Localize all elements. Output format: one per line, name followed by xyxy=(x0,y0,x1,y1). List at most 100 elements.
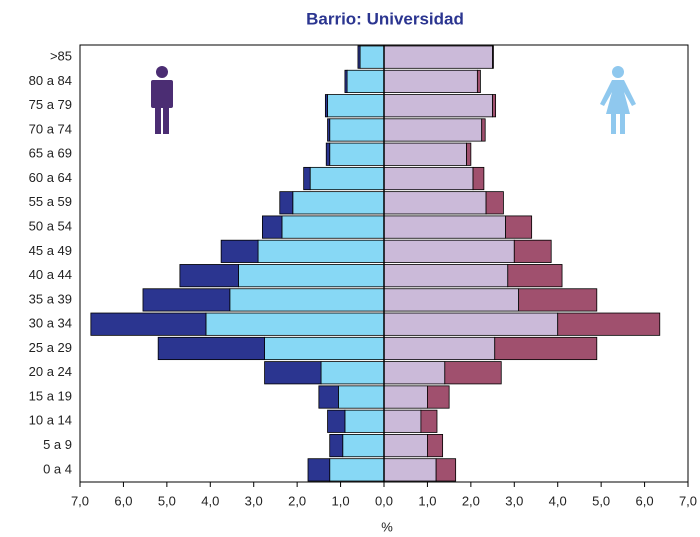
bar xyxy=(309,166,385,191)
bar xyxy=(342,434,385,458)
bar xyxy=(420,409,438,433)
bar xyxy=(518,288,598,312)
bar xyxy=(205,312,385,336)
y-tick-label: 55 a 59 xyxy=(29,194,72,209)
bar xyxy=(505,215,533,239)
bar xyxy=(325,142,331,166)
bar xyxy=(279,191,294,215)
x-tick-label: 0,0 xyxy=(375,493,393,508)
y-tick-label: >85 xyxy=(50,49,72,64)
bar xyxy=(318,385,339,409)
bar xyxy=(327,118,331,142)
x-tick-label: 4,0 xyxy=(201,493,219,508)
x-tick-label: 1,0 xyxy=(418,493,436,508)
x-tick-label: 5,0 xyxy=(158,493,176,508)
x-tick-label: 4,0 xyxy=(549,493,567,508)
bar xyxy=(261,215,283,239)
bar xyxy=(383,409,422,433)
bar xyxy=(481,118,486,142)
bar xyxy=(485,191,504,215)
chart-title: Barrio: Universidad xyxy=(306,9,464,28)
bar xyxy=(320,361,385,385)
bar xyxy=(383,312,559,336)
bar xyxy=(383,94,493,118)
bar xyxy=(327,94,385,118)
male-icon xyxy=(151,66,173,134)
y-tick-label: 10 a 14 xyxy=(29,413,72,428)
bar xyxy=(472,166,485,191)
bar xyxy=(344,69,348,93)
bar xyxy=(476,69,481,93)
y-tick-label: 35 a 39 xyxy=(29,291,72,306)
bar xyxy=(383,69,478,93)
y-tick-label: 75 a 79 xyxy=(29,97,72,112)
bar xyxy=(264,336,385,361)
bar xyxy=(492,45,494,69)
x-tick-label: 7,0 xyxy=(71,493,89,508)
bar xyxy=(557,312,661,336)
bar xyxy=(327,409,346,433)
bar xyxy=(329,118,385,142)
bar xyxy=(264,361,322,385)
bar xyxy=(329,142,385,166)
bar xyxy=(383,215,506,239)
bar xyxy=(329,458,385,482)
bar xyxy=(507,264,563,288)
bar xyxy=(357,45,361,69)
y-tick-label: 30 a 34 xyxy=(29,316,72,331)
bar xyxy=(383,239,515,263)
bar xyxy=(220,239,259,263)
bar xyxy=(179,264,239,288)
y-tick-label: 65 a 69 xyxy=(29,146,72,161)
y-tick-label: 60 a 64 xyxy=(29,170,72,185)
x-axis-label: % xyxy=(381,519,393,534)
bar xyxy=(337,385,385,409)
x-tick-label: 6,0 xyxy=(114,493,132,508)
bar xyxy=(513,239,552,263)
bar xyxy=(383,385,428,409)
x-tick-label: 5,0 xyxy=(592,493,610,508)
bar xyxy=(383,336,496,361)
bar xyxy=(444,361,502,385)
bar xyxy=(303,166,311,191)
y-tick-label: 50 a 54 xyxy=(29,219,72,234)
bar xyxy=(383,142,467,166)
y-tick-label: 25 a 29 xyxy=(29,340,72,355)
bar xyxy=(427,385,450,409)
y-tick-label: 0 a 4 xyxy=(43,461,72,476)
bar xyxy=(257,239,385,263)
bar xyxy=(427,434,444,458)
bar xyxy=(346,69,385,93)
x-tick-label: 2,0 xyxy=(462,493,480,508)
bar xyxy=(142,288,231,312)
bar xyxy=(90,312,207,336)
bar xyxy=(383,288,520,312)
bar xyxy=(359,45,385,69)
x-tick-label: 3,0 xyxy=(505,493,523,508)
bar xyxy=(292,191,385,215)
bar xyxy=(435,458,457,482)
bar xyxy=(383,264,509,288)
y-tick-label: 15 a 19 xyxy=(29,388,72,403)
bar xyxy=(238,264,385,288)
x-tick-label: 6,0 xyxy=(636,493,654,508)
y-tick-label: 5 a 9 xyxy=(43,437,72,452)
x-tick-label: 7,0 xyxy=(679,493,697,508)
bar xyxy=(307,458,331,482)
bar xyxy=(383,118,483,142)
female-icon xyxy=(600,66,636,134)
bar xyxy=(383,458,437,482)
bar xyxy=(329,434,344,458)
bars xyxy=(90,45,661,482)
y-tick-label: 80 a 84 xyxy=(29,73,72,88)
bar xyxy=(466,142,472,166)
bar xyxy=(324,94,328,118)
bar xyxy=(494,336,598,361)
x-tick-label: 1,0 xyxy=(332,493,350,508)
bar xyxy=(383,45,493,69)
bar xyxy=(383,434,428,458)
bar xyxy=(383,361,446,385)
y-tick-label: 70 a 74 xyxy=(29,121,72,136)
bar xyxy=(383,166,474,191)
